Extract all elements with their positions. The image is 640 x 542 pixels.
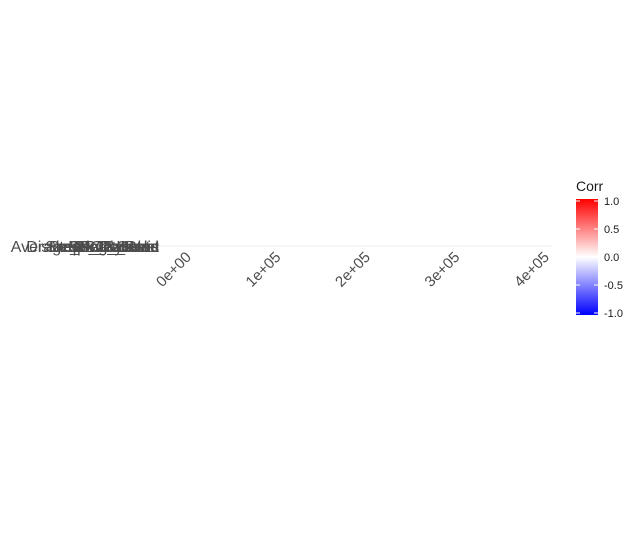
y-axis-label: RBC_Count xyxy=(74,239,160,256)
color-legend: Corr 1.0 0.5 0.0 -0.5 -1.0 xyxy=(576,178,623,320)
y-axis-label: BP_Systolic xyxy=(74,239,159,256)
y-axis-label: BP_Diastolic xyxy=(68,239,159,256)
x-axis-tick-labels: 0e+00 1e+05 2e+05 3e+05 4e+05 xyxy=(153,249,553,291)
x-tick-label: 4e+05 xyxy=(511,249,553,291)
y-axis-label: Sleeping_Hours xyxy=(45,239,159,256)
y-axis-label: Heart_Rate xyxy=(77,239,159,256)
x-tick-label: 3e+05 xyxy=(422,249,464,291)
y-axis-label: Average_Data_Used xyxy=(11,239,159,256)
y-axis-label: Steps_Counted xyxy=(49,239,159,256)
x-tick-label: 0e+00 xyxy=(153,249,195,291)
legend-title: Corr xyxy=(576,178,604,194)
legend-tick-group: 1.0 0.5 0.0 -0.5 -1.0 xyxy=(576,196,623,320)
legend-tick-label: -1.0 xyxy=(604,308,623,320)
legend-colorbar xyxy=(576,199,598,315)
x-tick-label: 2e+05 xyxy=(332,249,374,291)
legend-tick-label: 1.0 xyxy=(604,196,619,208)
x-tick-label: 1e+05 xyxy=(243,249,285,291)
legend-tick-label: -0.5 xyxy=(604,280,623,292)
legend-tick-label: 0.5 xyxy=(604,224,619,236)
y-axis-labels: Average_Data_UsedDistance_TraveledRBC_Co… xyxy=(11,239,160,256)
y-axis-label: Distance_Traveled xyxy=(26,239,159,256)
legend-tick-label: 0.0 xyxy=(604,252,619,264)
y-axis-label: SPO2_Level xyxy=(69,239,159,256)
